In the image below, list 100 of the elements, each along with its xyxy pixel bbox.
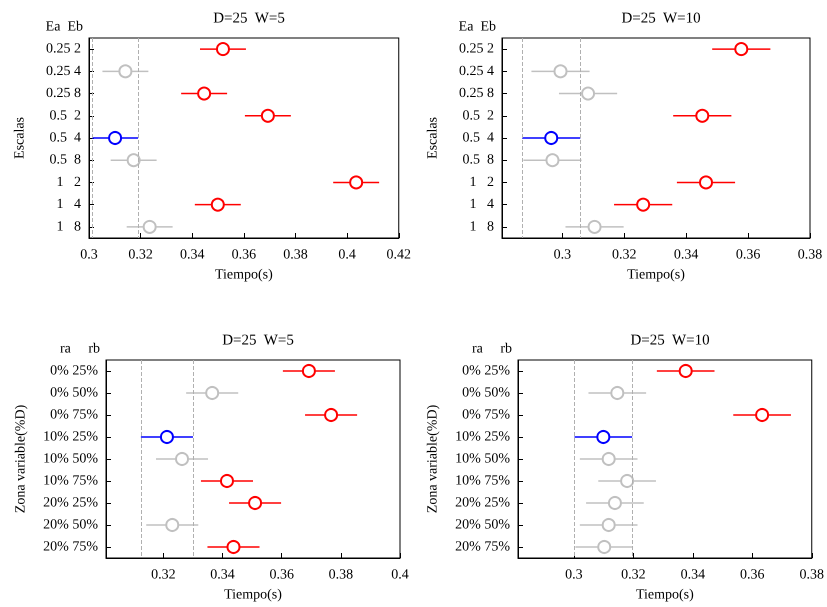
x-tick-label: 0.42	[386, 248, 411, 262]
y-tick-label: 20% 25%	[455, 496, 510, 510]
point	[197, 86, 212, 101]
y-tick-label: 0.5 4	[50, 130, 81, 146]
point	[597, 540, 612, 554]
y-tick-label: 1 8	[56, 219, 81, 234]
x-tick-label: 0.36	[232, 248, 256, 262]
point	[226, 540, 240, 554]
point	[636, 198, 650, 212]
text: Ea Eb	[458, 20, 496, 34]
y-axis-title: Escalas	[12, 117, 28, 159]
y-tick-label: 0.25 4	[459, 64, 494, 79]
y-tick-label: 1 2	[56, 174, 81, 190]
x-tick-label: 0.36	[740, 568, 765, 582]
y-axis-title: Zona variable(%D)	[14, 404, 28, 514]
point	[545, 153, 560, 168]
y-tick-label: 0.5 8	[462, 152, 494, 168]
y-tick-label: 1 4	[56, 197, 81, 212]
y-tick-label: 0.25 8	[459, 86, 494, 102]
y-tick-label: 0% 75%	[462, 408, 510, 422]
point	[610, 386, 624, 400]
point	[734, 42, 748, 56]
x-tick-label: 0.3	[565, 568, 583, 582]
y-tick-label: 20% 75%	[43, 540, 98, 554]
point	[699, 175, 713, 190]
y-tick-label: 0% 25%	[50, 364, 98, 378]
point	[554, 64, 568, 78]
chart-title: D=25 W=10	[630, 332, 710, 348]
point	[205, 386, 220, 400]
y-tick-label: 10% 25%	[455, 430, 510, 444]
y-tick-label: 0% 50%	[462, 386, 510, 400]
x-tick-label: 0.38	[800, 568, 824, 582]
point	[118, 64, 132, 78]
point	[602, 518, 616, 532]
point	[678, 364, 693, 378]
point	[602, 452, 616, 466]
y-tick-label: 0.5 2	[462, 108, 494, 124]
point	[588, 220, 602, 234]
y-tick-label: 10% 75%	[43, 474, 98, 488]
text: ra rb	[60, 342, 100, 356]
y-tick-label: 1 8	[470, 219, 494, 234]
y-tick-label: 20% 50%	[455, 518, 510, 532]
x-tick-label: 0.38	[283, 248, 308, 262]
x-axis-title: Tiempo(s)	[224, 588, 282, 602]
y-tick-label: 0% 75%	[50, 408, 98, 422]
x-tick-label: 0.34	[210, 568, 235, 582]
y-tick-label: 0.25 8	[46, 86, 81, 102]
point	[260, 108, 275, 123]
point	[210, 198, 225, 212]
x-tick-label: 0.34	[674, 248, 698, 262]
point	[220, 474, 234, 488]
text: ra rb	[472, 342, 512, 356]
x-axis-title: Tiempo(s)	[214, 268, 274, 282]
y-tick-label: 10% 25%	[43, 430, 98, 444]
y-axis-title: Escalas	[426, 117, 440, 159]
chart-title: D=25 W=5	[213, 10, 285, 26]
point	[596, 430, 610, 444]
y-tick-label: 0.25 2	[459, 42, 494, 57]
x-tick-label: 0.38	[798, 248, 822, 262]
point	[620, 474, 634, 488]
x-tick-label: 0.3	[80, 248, 98, 262]
point	[108, 131, 122, 145]
point	[755, 408, 770, 422]
y-tick-label: 20% 75%	[455, 540, 510, 554]
point	[302, 364, 316, 378]
point	[324, 408, 338, 422]
y-tick-label: 0.5 2	[50, 108, 81, 124]
y-tick-label: 10% 50%	[43, 452, 98, 466]
y-tick-label: 20% 25%	[43, 496, 98, 510]
chart-title: D=25 W=5	[222, 332, 294, 348]
x-tick-label: 0.32	[621, 568, 646, 582]
x-tick-label: 0.38	[328, 568, 354, 582]
point	[581, 86, 596, 101]
point	[142, 220, 157, 234]
text: Ea Eb	[46, 20, 84, 34]
y-tick-label: 0.5 4	[462, 130, 494, 146]
x-tick-label: 0.3	[554, 248, 572, 262]
chart-title: D=25 W=10	[621, 10, 701, 26]
y-tick-label: 0.5 8	[50, 152, 81, 168]
point	[695, 108, 710, 123]
x-tick-label: 0.36	[269, 568, 294, 582]
point	[608, 496, 622, 510]
x-tick-label: 0.4	[391, 568, 409, 582]
x-tick-label: 0.4	[338, 248, 356, 262]
x-tick-label: 0.32	[151, 568, 176, 582]
y-tick-label: 10% 75%	[455, 474, 510, 488]
x-tick-label: 0.34	[180, 248, 204, 262]
y-tick-label: 0.25 4	[46, 64, 81, 79]
point	[165, 518, 180, 532]
point	[216, 42, 230, 56]
point	[544, 131, 558, 145]
y-tick-label: 0% 50%	[50, 386, 98, 400]
x-tick-label: 0.36	[736, 248, 760, 262]
x-tick-label: 0.32	[128, 248, 153, 262]
x-axis-title: Tiempo(s)	[627, 268, 686, 282]
y-tick-label: 0.25 2	[46, 42, 81, 57]
point	[160, 430, 174, 444]
point	[175, 452, 190, 466]
point	[126, 153, 141, 168]
y-tick-label: 0% 25%	[462, 364, 510, 378]
